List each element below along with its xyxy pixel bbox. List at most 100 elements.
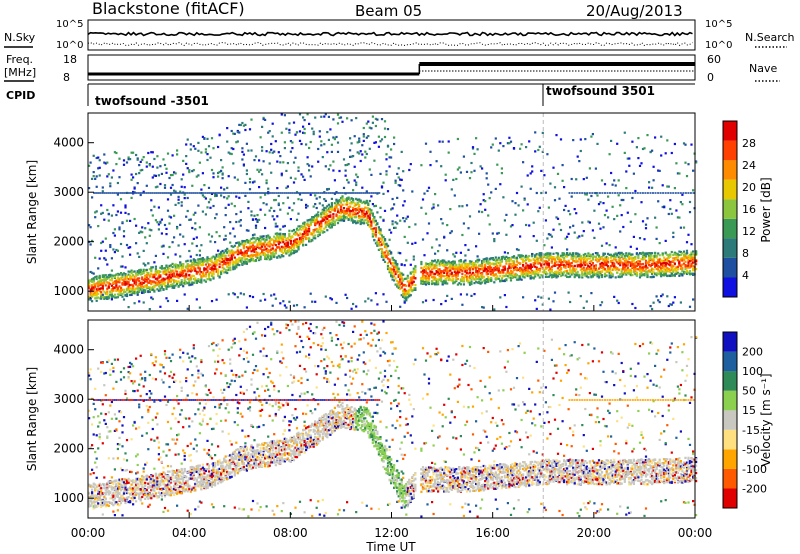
power-cell bbox=[115, 296, 118, 299]
power-scatter-cell bbox=[309, 193, 312, 196]
power-cell bbox=[570, 271, 573, 274]
power-scatter-cell bbox=[431, 207, 434, 210]
power-scatter-cell bbox=[294, 177, 297, 180]
power-cell bbox=[300, 233, 303, 236]
power-clutter-cell bbox=[183, 293, 186, 296]
power-scatter-cell bbox=[288, 131, 291, 134]
power-cell bbox=[394, 277, 397, 280]
power-cell bbox=[414, 266, 417, 269]
power-cell bbox=[162, 279, 165, 282]
power-cell bbox=[453, 274, 456, 277]
power-cell bbox=[443, 275, 446, 278]
power-scatter-cell bbox=[130, 178, 133, 181]
power-cell bbox=[482, 270, 485, 273]
power-cell bbox=[256, 246, 259, 249]
power-cell bbox=[106, 297, 109, 300]
power-scatter-cell bbox=[438, 244, 441, 247]
power-cell bbox=[101, 287, 104, 290]
power-cell bbox=[201, 261, 204, 264]
power-scatter-cell bbox=[522, 161, 525, 164]
power-cell bbox=[611, 268, 614, 271]
power-cell bbox=[544, 271, 547, 274]
power-cell bbox=[141, 290, 144, 293]
power-cell bbox=[141, 284, 144, 288]
power-cell bbox=[470, 273, 473, 276]
power-cell bbox=[614, 276, 617, 279]
power-cell bbox=[267, 248, 270, 251]
power-cell bbox=[163, 271, 167, 274]
power-cell bbox=[393, 269, 396, 272]
power-cell bbox=[481, 276, 484, 279]
power-cell bbox=[88, 286, 91, 289]
power-scatter-cell bbox=[165, 227, 168, 230]
power-cell bbox=[274, 232, 277, 235]
power-scatter-cell bbox=[142, 156, 145, 159]
power-cell bbox=[544, 259, 547, 262]
power-cell bbox=[388, 271, 391, 274]
power-scatter-cell bbox=[157, 223, 160, 226]
power-scatter-cell bbox=[300, 198, 303, 201]
power-cell bbox=[308, 230, 311, 233]
power-scatter-cell bbox=[500, 167, 503, 170]
power-scatter-cell bbox=[153, 157, 156, 161]
power-scatter-cell bbox=[150, 229, 153, 232]
power-scatter-cell bbox=[388, 228, 391, 231]
power-cell bbox=[380, 248, 384, 251]
power-scatter-cell bbox=[258, 186, 261, 189]
power-cell bbox=[238, 241, 241, 244]
power-scatter-cell bbox=[248, 181, 252, 184]
power-cell bbox=[195, 279, 198, 282]
power-cell bbox=[209, 259, 212, 263]
power-cell bbox=[148, 268, 151, 271]
power-cell bbox=[424, 276, 428, 280]
power-cell bbox=[484, 266, 487, 269]
power-cell bbox=[238, 243, 241, 246]
power-scatter-cell bbox=[171, 241, 174, 244]
power-cell bbox=[546, 260, 549, 263]
noise-tick-top: 10^5 bbox=[56, 19, 83, 30]
power-cell bbox=[151, 280, 154, 283]
power-scatter-cell bbox=[355, 183, 358, 187]
power-scatter-cell bbox=[154, 186, 157, 189]
power-cell bbox=[558, 264, 561, 267]
power-scatter-cell bbox=[104, 258, 107, 261]
power-cell bbox=[570, 257, 573, 261]
power-cell bbox=[321, 208, 324, 211]
power-cell bbox=[427, 274, 431, 277]
power-cell bbox=[432, 282, 435, 285]
power-cell bbox=[101, 285, 104, 288]
power-clutter-cell bbox=[176, 299, 179, 302]
power-scatter-cell bbox=[210, 168, 214, 172]
power-scatter-cell bbox=[97, 267, 100, 270]
power-cell bbox=[523, 267, 526, 270]
power-cell bbox=[242, 245, 245, 248]
power-scatter-cell bbox=[209, 206, 212, 209]
power-scatter-cell bbox=[261, 125, 264, 128]
power-scatter-cell bbox=[312, 205, 315, 208]
power-cell bbox=[522, 263, 525, 267]
power-cell bbox=[148, 275, 151, 278]
power-cell bbox=[153, 276, 156, 279]
power-cell bbox=[265, 250, 268, 253]
power-scatter-cell bbox=[561, 164, 564, 167]
power-cell bbox=[564, 254, 567, 258]
power-cell bbox=[385, 254, 388, 257]
power-scatter-cell bbox=[188, 171, 191, 174]
power-scatter-cell bbox=[403, 220, 406, 223]
power-scatter-cell bbox=[274, 225, 277, 228]
power-cell bbox=[244, 252, 247, 255]
power-cell bbox=[374, 233, 377, 236]
power-cell bbox=[241, 239, 244, 243]
power-cell bbox=[166, 279, 170, 282]
power-cell bbox=[584, 261, 587, 264]
power-scatter-cell bbox=[356, 175, 359, 179]
power-cell bbox=[259, 258, 262, 261]
power-cell bbox=[385, 245, 388, 249]
power-cell bbox=[254, 259, 258, 262]
power-cell bbox=[441, 261, 444, 264]
power-cell bbox=[476, 273, 479, 276]
power-cell bbox=[553, 262, 557, 265]
power-cell bbox=[133, 289, 136, 292]
power-cell bbox=[182, 263, 185, 266]
power-cell bbox=[116, 286, 119, 289]
